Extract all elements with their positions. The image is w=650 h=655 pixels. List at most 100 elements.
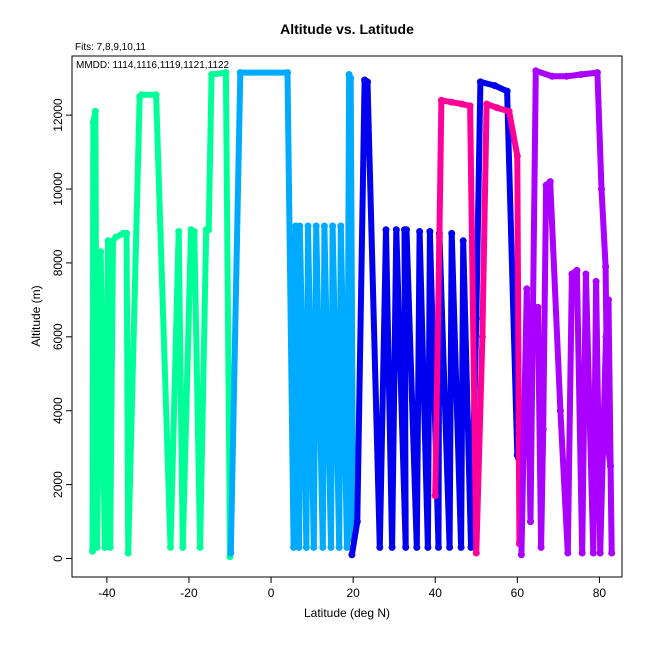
chart-annotation: MMDD: 1114,1116,1119,1121,1122	[76, 60, 230, 71]
series-1-point	[205, 226, 213, 234]
series-3-point	[467, 543, 475, 551]
series-1-point	[112, 233, 120, 241]
series-3-point	[376, 543, 384, 551]
series-5-point	[534, 303, 542, 311]
series-3-line	[348, 77, 523, 558]
series-1-point	[106, 543, 114, 551]
series-5-point	[593, 69, 601, 77]
series-3-point	[403, 226, 410, 234]
series-1-point	[196, 543, 204, 551]
y-tick-label: 0	[51, 555, 65, 562]
series-4-point	[483, 100, 491, 108]
series-1-point	[179, 543, 187, 551]
series-5-point	[542, 181, 550, 189]
series-4-point	[493, 104, 501, 112]
series-5-point	[582, 270, 590, 278]
series-3-point	[416, 228, 424, 235]
series-5-point	[577, 71, 585, 78]
series-1-point	[97, 248, 105, 256]
y-tick-label: 2000	[51, 471, 65, 498]
series-3-point	[382, 226, 390, 234]
x-tick-label: 20	[346, 586, 360, 600]
series-5-point	[548, 72, 556, 80]
x-tick-label: 80	[593, 586, 607, 600]
series-2-point	[304, 222, 312, 230]
series-5-point	[602, 333, 610, 341]
series-3-point	[413, 543, 421, 551]
y-tick-label: 8000	[51, 249, 65, 276]
series-2-point	[329, 222, 337, 230]
series-5-point	[573, 266, 581, 274]
series-4-point	[513, 152, 521, 160]
x-tick-label: -40	[98, 586, 116, 600]
series-2-point	[290, 543, 298, 551]
series-2-point	[335, 543, 343, 551]
series-5-point	[598, 185, 605, 193]
series-5-point	[537, 543, 545, 551]
chart-title: Altitude vs. Latitude	[280, 21, 414, 37]
y-tick-label: 6000	[51, 323, 65, 350]
x-tick-label: 40	[429, 586, 443, 600]
chart-subtitle: Fits: 7,8,9,10,11	[75, 42, 146, 53]
series-3-point	[435, 543, 442, 551]
series-4-point	[458, 100, 466, 108]
series-3-point	[459, 237, 467, 245]
series-4-point	[466, 102, 474, 110]
series-4-point	[435, 233, 443, 241]
series-1-point	[93, 543, 101, 551]
series-3-point	[388, 543, 396, 551]
series-1-point	[91, 107, 99, 115]
series-3-point	[491, 82, 499, 90]
series-5-point	[556, 407, 564, 415]
series-5-point	[604, 440, 612, 448]
x-tick-label: 0	[268, 586, 275, 600]
series-layer	[89, 67, 616, 561]
series-4-point	[478, 333, 486, 341]
series-1-point	[175, 228, 183, 235]
series-5-point	[563, 72, 571, 80]
series-3-point	[424, 543, 432, 551]
series-5-point	[532, 67, 540, 75]
series-3-point	[476, 78, 484, 86]
series-5-point	[592, 277, 600, 285]
x-axis: -40 -20 0 20 40 60 80	[98, 576, 607, 600]
series-2-point	[312, 222, 320, 230]
y-tick-label: 12000	[51, 98, 65, 132]
series-3-point	[402, 543, 410, 551]
y-axis: 0 2000 4000 6000 8000 10000 12000	[51, 98, 73, 562]
x-axis-label: Latitude (deg N)	[304, 606, 390, 620]
series-2-point	[337, 222, 345, 230]
series-3-point	[503, 87, 511, 95]
series-3-point	[348, 551, 356, 559]
series-1-line	[89, 69, 233, 560]
series-3-point	[353, 518, 361, 526]
series-5-point	[517, 551, 525, 559]
series-5-point	[523, 285, 531, 293]
series-5-point	[607, 462, 614, 470]
series-2-point	[347, 74, 355, 82]
y-tick-label: 4000	[51, 397, 65, 424]
series-5-point	[602, 263, 610, 271]
series-2-point	[319, 543, 327, 551]
y-tick-label: 10000	[51, 172, 65, 206]
series-1-point	[89, 119, 97, 126]
series-4-point	[505, 107, 513, 115]
series-4-point	[437, 96, 445, 104]
series-3-point	[364, 78, 371, 86]
series-1-point	[167, 543, 174, 551]
series-5-point	[568, 270, 576, 278]
series-2-point	[227, 549, 235, 557]
series-2-line	[227, 69, 357, 556]
series-2-point	[236, 69, 244, 77]
series-4-point	[472, 549, 480, 557]
series-3-point	[446, 543, 454, 551]
series-3-point	[426, 228, 434, 235]
series-5-line	[518, 67, 615, 558]
x-tick-label: 60	[511, 586, 525, 600]
series-3-point	[457, 543, 465, 551]
series-1-point	[208, 71, 216, 78]
y-axis-label: Altitude (m)	[29, 285, 43, 346]
series-1-point	[101, 543, 109, 551]
